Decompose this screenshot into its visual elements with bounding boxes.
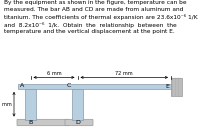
Bar	[18, 84, 171, 89]
Text: D: D	[75, 120, 80, 125]
FancyBboxPatch shape	[65, 119, 93, 126]
Text: B: B	[28, 120, 33, 125]
Text: 72 mm: 72 mm	[115, 71, 133, 76]
Text: 6 mm: 6 mm	[47, 71, 61, 76]
Text: By the equipment as shown in the figure, temperature can be
measured. The bar AB: By the equipment as shown in the figure,…	[4, 0, 198, 34]
FancyBboxPatch shape	[17, 119, 69, 126]
Text: E: E	[166, 84, 169, 89]
Bar	[171, 78, 182, 96]
Text: A: A	[20, 83, 24, 88]
Text: 36 mm: 36 mm	[0, 102, 12, 107]
Bar	[72, 89, 83, 120]
Text: C: C	[67, 83, 71, 88]
Bar	[25, 89, 36, 120]
